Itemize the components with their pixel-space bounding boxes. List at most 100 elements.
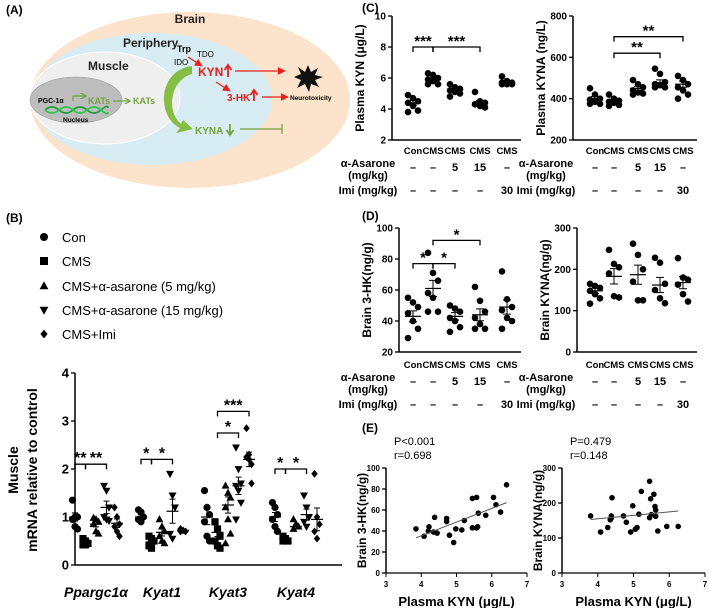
triangle-up-marker (221, 481, 230, 489)
data-point (476, 102, 484, 110)
imi-dose: – (410, 185, 416, 197)
category-group-2: **** (200, 397, 255, 552)
circle-marker (200, 518, 209, 526)
dna-strand-1 (44, 105, 109, 114)
3hk-label: 3-HK (227, 93, 251, 104)
asarone-row-label: α-Asarone (519, 372, 573, 384)
data-point (634, 524, 640, 531)
data-point (684, 91, 692, 98)
asarone-unit-label: (mg/kg) (348, 384, 388, 396)
significance-bracket (432, 239, 481, 246)
significance-bracket (613, 36, 684, 42)
imi-dose: – (657, 399, 663, 411)
dna-strand-2 (44, 106, 109, 115)
data-point (674, 84, 682, 91)
data-point (586, 85, 594, 92)
data-point (610, 292, 618, 300)
y-axis-label: mRNA relative to control (24, 388, 40, 552)
x-axis-label: Plasma KYN (μg/L) (575, 594, 691, 608)
y-axis-label: Brain 3-HK(ng/g) (360, 242, 374, 337)
kyna-down-arrow-icon (225, 124, 235, 137)
regression-line (415, 502, 507, 539)
data-point (591, 282, 599, 290)
data-point (596, 284, 604, 292)
diamond-marker (311, 527, 318, 536)
data-point (476, 297, 484, 305)
y-axis-label: Brain KYNA(ng/g) (538, 239, 552, 340)
x-category-label: Kyat3 (209, 584, 247, 600)
triangle-up-marker (289, 515, 298, 523)
data-point (404, 334, 412, 342)
data-point (414, 325, 422, 333)
asarone-unit-label: (mg/kg) (526, 170, 566, 182)
triangle-down-marker (300, 518, 308, 527)
data-point (469, 525, 476, 531)
data-point (638, 488, 645, 495)
data-point (474, 524, 481, 530)
data-point (684, 276, 692, 283)
error-bar (656, 276, 664, 294)
data-point (615, 263, 623, 271)
asarone-dose: – (430, 376, 436, 388)
data-point (629, 76, 637, 84)
imi-dose: – (452, 185, 458, 197)
circle-marker (205, 537, 214, 545)
error-bar (272, 511, 278, 523)
data-point (646, 478, 653, 485)
asarone-dose: – (410, 162, 416, 174)
triangle-down-marker (232, 482, 240, 491)
error-bar (225, 496, 231, 514)
neurotoxicity-label: Neurotoxicity (290, 95, 332, 102)
legend-label: Con (62, 230, 86, 245)
data-point (424, 289, 432, 297)
y-tick-label: 100 (554, 306, 571, 317)
data-point (446, 93, 454, 100)
imi-row-label: Imi (mg/kg) (517, 399, 576, 411)
triangle-up-marker (155, 515, 164, 523)
error-bar (314, 507, 320, 532)
significance-bracket (613, 52, 661, 59)
square-marker (216, 544, 224, 552)
asarone-row-label: α-Asarone (519, 158, 573, 170)
error-bar (169, 498, 176, 524)
data-point (629, 240, 637, 248)
error-bar (634, 264, 642, 285)
imi-dose: 30 (677, 185, 689, 197)
data-point (634, 251, 642, 259)
data-point (503, 314, 511, 322)
data-point (409, 94, 417, 102)
data-point (481, 325, 489, 333)
error-bar (138, 514, 144, 520)
data-point (651, 491, 657, 498)
group-label: Con (404, 360, 423, 371)
triangle-up-marker (155, 531, 164, 540)
triangle-down-marker (234, 466, 243, 474)
x-tick-label: 4 (419, 580, 424, 589)
triangle-down-marker (166, 530, 174, 539)
asarone-dose: – (680, 162, 686, 174)
data-point (446, 328, 454, 336)
error-bar (429, 77, 437, 82)
asarone-dose: – (592, 376, 598, 388)
asarone-dose: 15 (654, 376, 666, 388)
group-label: CMS (603, 360, 624, 371)
panel-a-diagram: (A) Brain Periphery Muscle Trp TDO IDO K… (6, 3, 350, 188)
significance-label: * (454, 226, 460, 243)
error-bar (180, 529, 186, 532)
group-label: CMS (496, 146, 517, 157)
error-bar (591, 287, 599, 295)
data-point (404, 108, 412, 116)
y-axis-label: Brain 3-HK(ng/g) (355, 473, 369, 568)
circle-marker (273, 527, 282, 536)
triangle-down-marker (105, 517, 113, 526)
significance-label: *** (414, 33, 432, 50)
panel-label-e: (E) (362, 421, 378, 435)
asarone-unit-label: (mg/kg) (348, 170, 388, 182)
asarone-dose: – (680, 376, 686, 388)
data-point (409, 299, 417, 306)
triangle-up-marker (221, 539, 230, 547)
y-tick-label: 300 (554, 224, 571, 235)
error-bar (148, 539, 155, 545)
data-point (679, 290, 687, 298)
